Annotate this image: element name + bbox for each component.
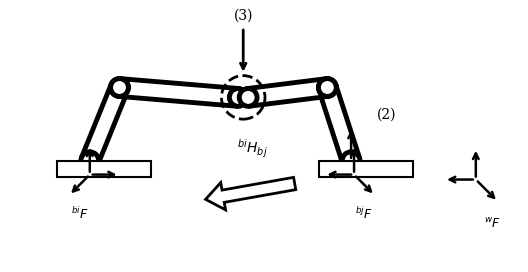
Text: (1): (1) bbox=[102, 105, 121, 119]
Polygon shape bbox=[81, 84, 128, 164]
Circle shape bbox=[229, 88, 247, 106]
Circle shape bbox=[110, 79, 128, 96]
Circle shape bbox=[318, 79, 336, 96]
Text: $^{bi}F$: $^{bi}F$ bbox=[71, 206, 89, 222]
Polygon shape bbox=[319, 85, 360, 163]
Polygon shape bbox=[247, 79, 328, 106]
Bar bbox=[57, 161, 151, 177]
Circle shape bbox=[110, 79, 128, 96]
Circle shape bbox=[318, 79, 336, 96]
Circle shape bbox=[239, 88, 257, 106]
Circle shape bbox=[342, 152, 360, 170]
Polygon shape bbox=[205, 177, 296, 210]
Text: (2): (2) bbox=[377, 107, 397, 121]
Circle shape bbox=[81, 152, 99, 170]
Polygon shape bbox=[119, 79, 239, 106]
Text: (3): (3) bbox=[233, 9, 253, 23]
Text: $^{w}F$: $^{w}F$ bbox=[484, 217, 501, 231]
Text: $^{bi}H_{bj}$: $^{bi}H_{bj}$ bbox=[237, 138, 268, 160]
Text: $^{bj}F$: $^{bj}F$ bbox=[355, 206, 373, 222]
Bar bbox=[319, 161, 413, 177]
